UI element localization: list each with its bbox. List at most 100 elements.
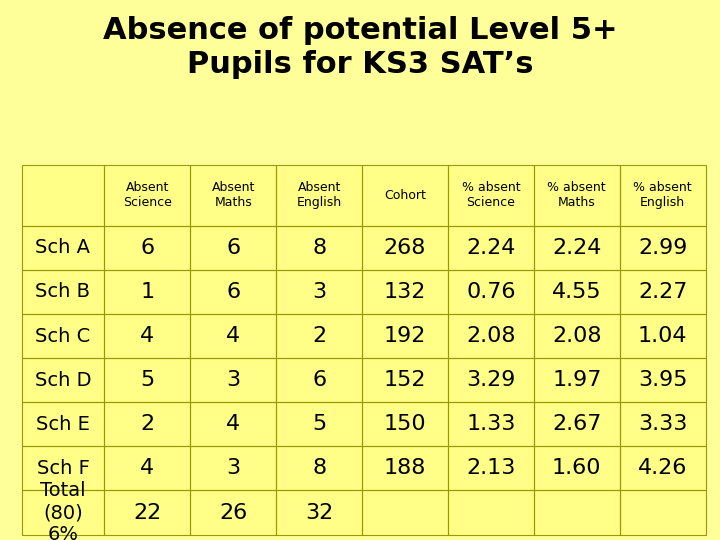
Text: 2.08: 2.08 bbox=[466, 326, 516, 346]
Text: 0.76: 0.76 bbox=[466, 282, 516, 302]
Text: 188: 188 bbox=[384, 458, 426, 478]
Bar bbox=[276, 165, 362, 226]
Text: 26: 26 bbox=[219, 503, 248, 523]
Bar bbox=[190, 226, 276, 270]
Bar bbox=[22, 447, 104, 490]
Bar bbox=[190, 270, 276, 314]
Bar bbox=[190, 402, 276, 447]
Bar bbox=[104, 270, 190, 314]
Bar bbox=[448, 358, 534, 402]
Text: 1.33: 1.33 bbox=[466, 414, 516, 434]
Bar bbox=[104, 490, 190, 535]
Bar bbox=[362, 358, 448, 402]
Bar bbox=[620, 490, 706, 535]
Bar bbox=[22, 402, 104, 447]
Bar bbox=[190, 270, 276, 314]
Bar bbox=[104, 270, 190, 314]
Bar bbox=[534, 270, 620, 314]
Text: 268: 268 bbox=[384, 238, 426, 258]
Bar bbox=[22, 358, 104, 402]
Bar bbox=[534, 314, 620, 358]
Bar bbox=[190, 490, 276, 535]
Text: 3: 3 bbox=[226, 458, 240, 478]
Bar bbox=[104, 402, 190, 447]
Text: 5: 5 bbox=[140, 370, 155, 390]
Bar bbox=[362, 314, 448, 358]
Bar bbox=[534, 270, 620, 314]
Text: 4.55: 4.55 bbox=[552, 282, 602, 302]
Bar bbox=[620, 226, 706, 270]
Bar bbox=[534, 226, 620, 270]
Text: 6: 6 bbox=[140, 238, 154, 258]
Bar bbox=[22, 226, 104, 270]
Bar bbox=[534, 165, 620, 226]
Bar bbox=[448, 358, 534, 402]
Bar bbox=[276, 314, 362, 358]
Bar bbox=[276, 358, 362, 402]
Bar bbox=[362, 490, 448, 535]
Text: 2.99: 2.99 bbox=[638, 238, 688, 258]
Bar bbox=[534, 226, 620, 270]
Bar bbox=[620, 314, 706, 358]
Text: 2.24: 2.24 bbox=[466, 238, 516, 258]
Bar bbox=[448, 402, 534, 447]
Text: 6: 6 bbox=[312, 370, 326, 390]
Text: 8: 8 bbox=[312, 238, 326, 258]
Text: % absent
Maths: % absent Maths bbox=[547, 181, 606, 209]
Text: 1: 1 bbox=[140, 282, 154, 302]
Text: Sch C: Sch C bbox=[35, 327, 91, 346]
Text: Sch A: Sch A bbox=[35, 238, 91, 257]
Bar bbox=[190, 314, 276, 358]
Bar bbox=[534, 490, 620, 535]
Text: 3: 3 bbox=[226, 370, 240, 390]
Bar bbox=[22, 358, 104, 402]
Bar bbox=[276, 490, 362, 535]
Bar bbox=[448, 490, 534, 535]
Bar bbox=[534, 358, 620, 402]
Bar bbox=[620, 165, 706, 226]
Text: Sch B: Sch B bbox=[35, 282, 91, 301]
Bar bbox=[104, 358, 190, 402]
Bar bbox=[534, 358, 620, 402]
Bar bbox=[276, 402, 362, 447]
Bar bbox=[362, 402, 448, 447]
Bar bbox=[362, 270, 448, 314]
Bar bbox=[534, 447, 620, 490]
Bar bbox=[362, 490, 448, 535]
Text: 3.95: 3.95 bbox=[638, 370, 688, 390]
Text: 2.08: 2.08 bbox=[552, 326, 601, 346]
Text: 32: 32 bbox=[305, 503, 333, 523]
Text: 4.26: 4.26 bbox=[638, 458, 688, 478]
Bar bbox=[22, 165, 104, 226]
Text: 4: 4 bbox=[140, 458, 154, 478]
Bar bbox=[448, 402, 534, 447]
Text: 2.27: 2.27 bbox=[638, 282, 688, 302]
Text: 6: 6 bbox=[226, 282, 240, 302]
Text: 192: 192 bbox=[384, 326, 426, 346]
Bar bbox=[620, 447, 706, 490]
Bar bbox=[104, 314, 190, 358]
Text: 1.60: 1.60 bbox=[552, 458, 601, 478]
Text: % absent
English: % absent English bbox=[634, 181, 692, 209]
Bar bbox=[190, 358, 276, 402]
Text: 3: 3 bbox=[312, 282, 326, 302]
Text: 2.67: 2.67 bbox=[552, 414, 601, 434]
Bar bbox=[190, 402, 276, 447]
Text: Absent
Science: Absent Science bbox=[123, 181, 172, 209]
Bar bbox=[22, 490, 104, 535]
Bar bbox=[22, 314, 104, 358]
Bar bbox=[620, 358, 706, 402]
Text: 2.13: 2.13 bbox=[466, 458, 516, 478]
Bar bbox=[362, 447, 448, 490]
Bar bbox=[362, 165, 448, 226]
Bar bbox=[22, 314, 104, 358]
Text: 132: 132 bbox=[384, 282, 426, 302]
Bar bbox=[448, 314, 534, 358]
Bar bbox=[534, 314, 620, 358]
Text: 2.24: 2.24 bbox=[552, 238, 601, 258]
Bar bbox=[362, 402, 448, 447]
Bar bbox=[362, 314, 448, 358]
Bar bbox=[104, 447, 190, 490]
Text: Cohort: Cohort bbox=[384, 188, 426, 202]
Bar bbox=[104, 226, 190, 270]
